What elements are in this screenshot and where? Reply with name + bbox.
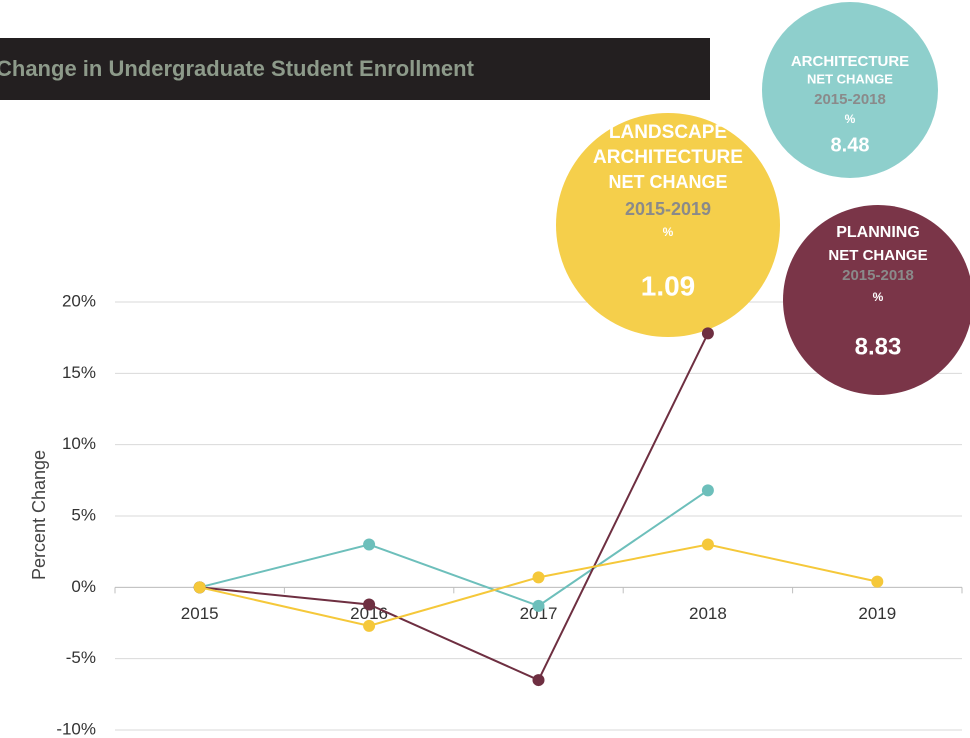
y-tick-label: 10% (62, 434, 96, 453)
annotation-label: NET CHANGE (828, 247, 927, 264)
data-point (701, 484, 714, 497)
annotation-bubble (762, 2, 938, 178)
y-tick-label: 20% (62, 291, 96, 310)
annotation-title: ARCHITECTURE (791, 53, 909, 70)
y-tick-label: 5% (71, 505, 96, 524)
annotation-period: 2015-2018 (842, 267, 914, 284)
data-point (701, 327, 714, 340)
annotation-unit: % (845, 112, 856, 126)
title-bar (0, 38, 710, 100)
x-tick-label: 2017 (520, 604, 558, 623)
annotation-bubble (783, 205, 970, 395)
annotation-value: 8.83 (855, 333, 902, 360)
annotation-unit: % (873, 290, 884, 304)
data-point (193, 581, 206, 594)
y-tick-label: -5% (66, 648, 96, 667)
data-point (363, 619, 376, 632)
data-point (532, 571, 545, 584)
data-point (363, 538, 376, 551)
data-point (871, 575, 884, 588)
annotation-title: ARCHITECTURE (593, 147, 743, 168)
annotation-label: NET CHANGE (608, 172, 727, 192)
annotation-unit: % (663, 225, 674, 239)
data-point (701, 538, 714, 551)
y-tick-label: -10% (56, 719, 96, 738)
annotation-label: NET CHANGE (807, 71, 893, 86)
y-tick-label: 0% (71, 577, 96, 596)
data-point (532, 599, 545, 612)
series-line (199, 332, 709, 682)
annotation-title: PLANNING (836, 224, 920, 241)
annotation-period: 2015-2018 (814, 91, 886, 108)
data-point (363, 598, 376, 611)
x-tick-label: 2015 (181, 604, 219, 623)
annotation-period: 2015-2019 (625, 199, 711, 219)
annotation-bubble (556, 113, 780, 337)
series-line (199, 489, 709, 607)
chart-title: Change in Undergraduate Student Enrollme… (0, 56, 475, 81)
annotation-title: LANDSCAPE (609, 122, 727, 143)
annotation-value: 1.09 (641, 270, 696, 301)
y-axis-label: Percent Change (29, 450, 49, 580)
data-point (532, 674, 545, 687)
x-tick-label: 2019 (858, 604, 896, 623)
x-tick-label: 2018 (689, 604, 727, 623)
y-tick-label: 15% (62, 363, 96, 382)
annotation-value: 8.48 (831, 134, 870, 156)
